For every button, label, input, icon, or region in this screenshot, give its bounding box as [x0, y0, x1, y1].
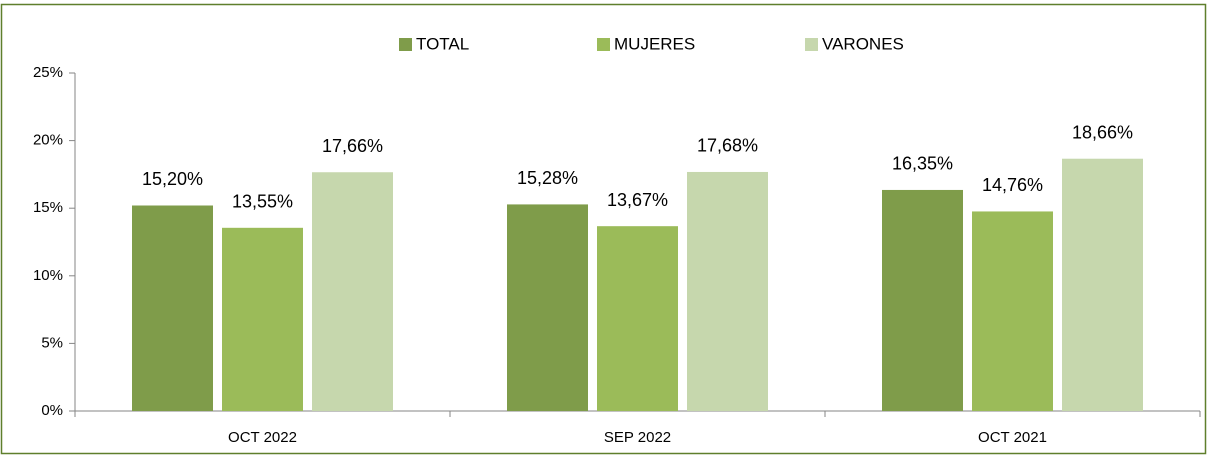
- legend-swatch: [805, 38, 818, 51]
- legend-swatch: [597, 38, 610, 51]
- value-label: 15,20%: [142, 169, 203, 189]
- y-tick-label: 5%: [41, 334, 63, 351]
- y-tick-label: 20%: [33, 132, 63, 149]
- x-tick-label: SEP 2022: [604, 429, 671, 446]
- legend-label: VARONES: [822, 34, 904, 53]
- bar: [222, 227, 303, 411]
- value-label: 13,67%: [607, 190, 668, 210]
- bar: [972, 211, 1053, 411]
- value-label: 17,68%: [697, 136, 758, 156]
- x-tick-label: OCT 2021: [978, 429, 1047, 446]
- y-tick-label: 15%: [33, 199, 63, 216]
- value-label: 16,35%: [892, 154, 953, 174]
- legend-label: MUJERES: [614, 34, 695, 53]
- bar: [312, 172, 393, 411]
- bar: [597, 226, 678, 411]
- value-label: 15,28%: [517, 168, 578, 188]
- y-tick-label: 10%: [33, 267, 63, 284]
- y-tick-label: 25%: [33, 64, 63, 81]
- bar: [507, 204, 588, 411]
- value-label: 17,66%: [322, 136, 383, 156]
- bar: [1062, 158, 1143, 411]
- value-label: 18,66%: [1072, 122, 1133, 142]
- bar: [687, 171, 768, 411]
- legend-swatch: [399, 38, 412, 51]
- legend-label: TOTAL: [416, 34, 469, 53]
- bar: [132, 205, 213, 411]
- y-tick-label: 0%: [41, 402, 63, 419]
- value-label: 14,76%: [982, 175, 1043, 195]
- value-label: 13,55%: [232, 192, 293, 212]
- x-tick-label: OCT 2022: [228, 429, 297, 446]
- bar: [882, 189, 963, 411]
